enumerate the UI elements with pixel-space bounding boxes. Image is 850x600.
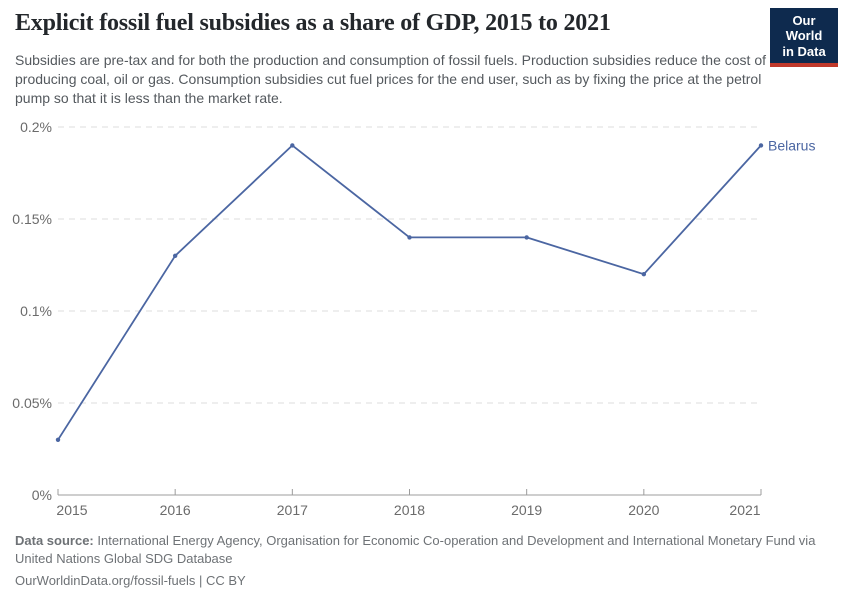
y-tick-label: 0% (32, 487, 52, 503)
x-tick-label: 2017 (277, 502, 308, 518)
chart-footer: Data source: International Energy Agency… (15, 532, 827, 590)
data-point[interactable] (290, 143, 295, 148)
x-tick-label: 2021 (729, 502, 760, 518)
x-tick-label: 2016 (160, 502, 191, 518)
x-tick-label: 2019 (511, 502, 542, 518)
x-tick-label: 2018 (394, 502, 425, 518)
y-tick-label: 0.15% (12, 211, 52, 227)
data-source-text: International Energy Agency, Organisatio… (15, 533, 816, 566)
data-point[interactable] (641, 272, 647, 277)
data-point[interactable] (407, 235, 412, 240)
series-end-label[interactable]: Belarus (768, 137, 815, 153)
x-tick-label: 2015 (56, 502, 87, 518)
data-point[interactable] (758, 143, 764, 148)
owid-logo-line1: Our World (785, 13, 823, 44)
y-tick-label: 0.1% (20, 303, 52, 319)
license-line: OurWorldinData.org/fossil-fuels | CC BY (15, 573, 246, 588)
data-source-label: Data source: (15, 533, 94, 548)
page-title: Explicit fossil fuel subsidies as a shar… (15, 10, 611, 36)
x-tick-label: 2020 (628, 502, 659, 518)
data-point[interactable] (524, 235, 529, 240)
data-line[interactable] (57, 144, 762, 441)
chart-subtitle: Subsidies are pre-tax and for both the p… (15, 52, 766, 106)
data-point[interactable] (55, 437, 61, 442)
data-source-line: Data source: International Energy Agency… (15, 532, 827, 568)
y-tick-label: 0.2% (20, 119, 52, 135)
data-point[interactable] (172, 253, 178, 258)
y-tick-label: 0.05% (12, 395, 52, 411)
owid-logo-line2: in Data (782, 43, 826, 59)
owid-logo[interactable]: Our World in Data (770, 8, 838, 67)
